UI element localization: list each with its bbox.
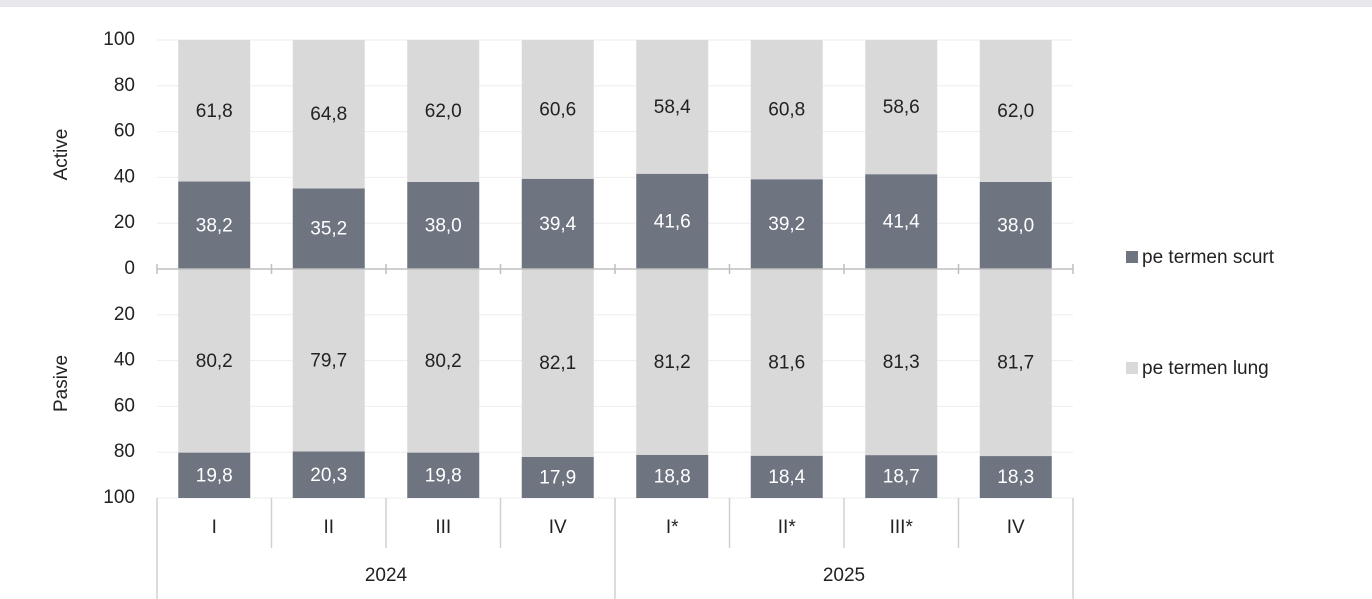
value-label: 62,0 [997, 101, 1034, 122]
legend-swatch [1126, 362, 1138, 374]
x-tick-label: II* [778, 517, 797, 538]
value-label: 61,8 [196, 101, 233, 122]
value-label: 41,4 [883, 212, 920, 233]
y-tick-label: 20 [114, 304, 135, 325]
axis-title: Pasive [51, 355, 72, 412]
x-tick-label: I [212, 517, 217, 538]
bar-segment [865, 269, 938, 456]
axis-title: Active [51, 129, 72, 181]
y-tick-label: 60 [114, 121, 135, 142]
x-tick-label: I* [666, 517, 679, 538]
bar-segment [750, 40, 823, 180]
bar-segment [750, 269, 823, 456]
bar-segment [750, 179, 823, 269]
value-label: 64,8 [310, 104, 347, 125]
value-label: 62,0 [425, 101, 462, 122]
value-label: 18,8 [654, 466, 691, 487]
x-tick-label: II [323, 517, 334, 538]
value-label: 60,8 [768, 100, 805, 121]
bar-segment [750, 455, 823, 498]
value-label: 38,0 [997, 216, 1034, 237]
bar-segment [865, 455, 938, 498]
value-label: 35,2 [310, 219, 347, 240]
y-tick-label: 60 [114, 395, 135, 416]
bar-segment [979, 456, 1052, 498]
value-label: 80,2 [196, 351, 233, 372]
bar-segment [865, 174, 938, 269]
y-tick-label: 0 [124, 258, 135, 279]
value-label: 18,3 [997, 467, 1034, 488]
bar-segment [292, 451, 365, 498]
bar-segment [178, 40, 251, 182]
x-tick-label: III [435, 517, 451, 538]
y-tick-label: 40 [114, 350, 135, 371]
bar-segment [407, 269, 480, 453]
group-label: 2025 [823, 565, 865, 586]
bar-segment [636, 173, 709, 269]
bar-segment [979, 40, 1052, 182]
bar-segment [407, 181, 480, 269]
value-label: 20,3 [310, 465, 347, 486]
bar-segment [407, 452, 480, 498]
y-tick-label: 20 [114, 212, 135, 233]
y-tick-label: 40 [114, 166, 135, 187]
value-label: 19,8 [196, 465, 233, 486]
value-label: 18,4 [768, 467, 805, 488]
value-label: 60,6 [539, 99, 576, 120]
bar-segment [865, 40, 938, 175]
bar-segment [979, 181, 1052, 269]
bar-segment [636, 40, 709, 174]
value-label: 81,3 [883, 352, 920, 373]
bar-segment [292, 40, 365, 189]
value-label: 82,1 [539, 353, 576, 374]
bar-segment [407, 40, 480, 182]
bar-segment [636, 269, 709, 455]
value-label: 39,4 [539, 214, 576, 235]
legend-label: pe termen scurt [1142, 247, 1275, 268]
group-label: 2024 [365, 565, 408, 586]
y-tick-label: 80 [114, 441, 135, 462]
y-tick-label: 80 [114, 75, 135, 96]
bar-segment [979, 269, 1052, 457]
bar-segment [292, 269, 365, 452]
bar-segment [178, 181, 251, 269]
value-label: 81,2 [654, 352, 691, 373]
value-label: 81,7 [997, 353, 1034, 374]
y-tick-label: 100 [103, 487, 135, 508]
bar-segment [521, 178, 594, 269]
value-label: 39,2 [768, 214, 805, 235]
value-label: 19,8 [425, 465, 462, 486]
bar-segment [292, 188, 365, 269]
bar-segment [178, 452, 251, 498]
bar-segment [521, 40, 594, 179]
value-label: 18,7 [883, 467, 920, 488]
value-label: 17,9 [539, 468, 576, 489]
value-label: 81,6 [768, 352, 805, 373]
value-label: 58,4 [654, 97, 691, 118]
value-label: 38,2 [196, 215, 233, 236]
x-tick-label: IV [1007, 517, 1025, 538]
value-label: 41,6 [654, 211, 691, 232]
value-label: 80,2 [425, 351, 462, 372]
bar-segment [178, 269, 251, 453]
y-tick-label: 100 [103, 29, 135, 50]
bar-segment [521, 269, 594, 458]
value-label: 58,6 [883, 97, 920, 118]
bar-segment [521, 457, 594, 498]
value-label: 38,0 [425, 216, 462, 237]
value-label: 79,7 [310, 350, 347, 371]
legend-label: pe termen lung [1142, 358, 1269, 379]
top-band [0, 0, 1372, 7]
legend-swatch [1126, 251, 1138, 263]
x-tick-label: IV [549, 517, 567, 538]
x-tick-label: III* [890, 517, 914, 538]
bar-segment [636, 454, 709, 498]
